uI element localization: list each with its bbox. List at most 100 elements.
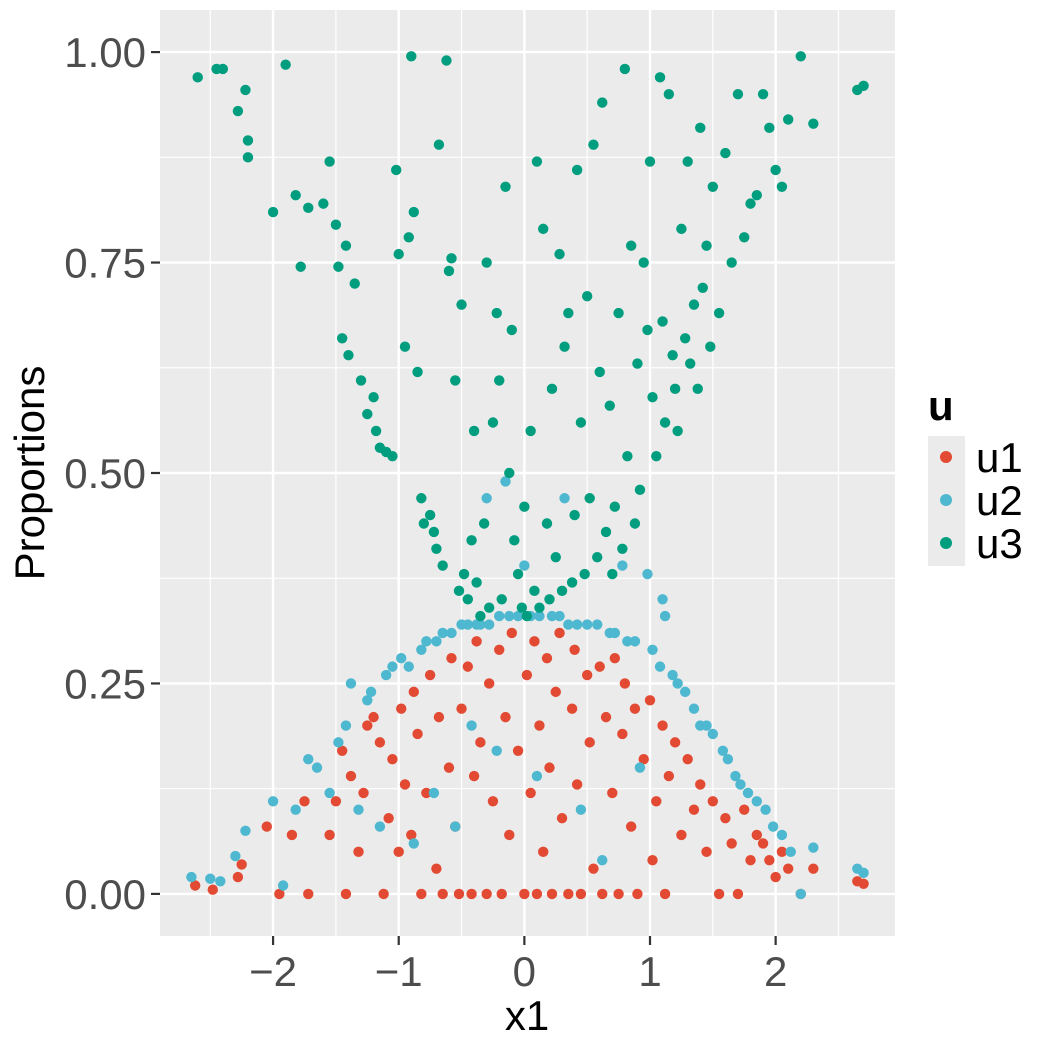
data-point <box>607 787 618 799</box>
x-tick-label: −2 <box>249 948 297 995</box>
data-point <box>566 703 578 714</box>
legend-label-u1: u1 <box>976 434 1023 481</box>
data-point <box>340 720 352 731</box>
data-point <box>358 787 369 799</box>
data-point <box>458 568 470 580</box>
data-point <box>550 551 561 563</box>
data-point <box>667 669 678 681</box>
data-point <box>751 796 762 807</box>
data-point <box>613 307 624 319</box>
data-point <box>713 307 725 319</box>
data-point <box>644 695 656 706</box>
data-point <box>629 518 641 529</box>
data-point <box>531 770 543 782</box>
data-point <box>546 383 558 395</box>
data-point <box>462 594 474 605</box>
data-point <box>424 509 436 521</box>
data-point <box>391 164 402 176</box>
data-point <box>468 770 480 782</box>
data-point <box>531 156 543 167</box>
data-point <box>597 888 608 900</box>
data-point <box>443 265 455 277</box>
data-point <box>466 720 477 731</box>
data-points <box>186 51 869 900</box>
data-point <box>556 812 568 824</box>
data-point <box>205 873 216 884</box>
data-point <box>757 838 769 849</box>
data-point <box>416 644 427 655</box>
data-point <box>303 202 314 214</box>
data-point <box>538 846 549 858</box>
data-point <box>412 366 423 378</box>
data-point <box>345 770 357 782</box>
data-point <box>217 63 229 75</box>
data-point <box>730 770 741 782</box>
data-point <box>516 602 528 613</box>
data-point <box>500 181 511 192</box>
data-point <box>421 787 432 799</box>
data-point <box>534 610 545 622</box>
data-point <box>336 333 348 344</box>
data-point <box>692 383 703 395</box>
data-point <box>651 450 662 462</box>
data-point <box>462 661 474 672</box>
data-point <box>387 661 398 672</box>
data-point <box>186 871 197 883</box>
data-point <box>500 476 511 487</box>
data-point <box>500 711 511 723</box>
legend-label-u3: u3 <box>976 520 1023 567</box>
data-point <box>647 392 658 403</box>
data-point <box>571 164 583 176</box>
data-point <box>421 636 432 647</box>
data-point <box>663 88 675 100</box>
data-point <box>720 147 731 159</box>
data-point <box>808 842 819 853</box>
data-point <box>378 888 389 900</box>
data-point <box>481 888 492 900</box>
data-point <box>657 316 668 327</box>
data-point <box>647 855 658 866</box>
data-point <box>215 876 226 887</box>
data-point <box>617 728 628 740</box>
data-point <box>569 509 580 521</box>
series-u3 <box>192 51 869 622</box>
data-point <box>330 796 342 807</box>
data-point <box>622 636 633 647</box>
data-point <box>333 261 344 272</box>
data-point <box>462 619 474 630</box>
data-point <box>676 829 687 841</box>
data-point <box>679 333 691 344</box>
data-point <box>757 88 769 100</box>
data-point <box>299 796 310 807</box>
data-point <box>487 417 499 428</box>
data-point <box>592 551 603 563</box>
data-point <box>521 669 533 681</box>
data-point <box>396 703 407 714</box>
y-tick-label: 1.00 <box>64 29 146 76</box>
y-tick-label: 0.25 <box>64 660 146 707</box>
data-point <box>622 450 633 462</box>
data-point <box>242 152 254 163</box>
data-point <box>617 560 628 571</box>
data-point <box>240 84 251 96</box>
data-point <box>594 366 605 378</box>
data-point <box>688 804 700 815</box>
data-point <box>717 745 729 756</box>
data-point <box>355 375 367 386</box>
data-point <box>858 867 869 879</box>
legend-label-u2: u2 <box>976 477 1023 524</box>
data-point <box>343 349 354 361</box>
data-point <box>663 770 675 782</box>
y-tick-label: 0.00 <box>64 871 146 918</box>
data-point <box>236 859 247 870</box>
data-point <box>613 888 624 900</box>
y-axis-ticks: 0.00 0.25 0.50 0.75 1.00 <box>64 29 160 918</box>
data-point <box>657 594 668 605</box>
data-point <box>563 888 574 900</box>
data-point <box>563 307 574 319</box>
data-point <box>368 392 379 403</box>
data-point <box>751 190 762 201</box>
data-point <box>642 568 653 580</box>
data-point <box>597 855 608 866</box>
data-point <box>732 88 744 100</box>
